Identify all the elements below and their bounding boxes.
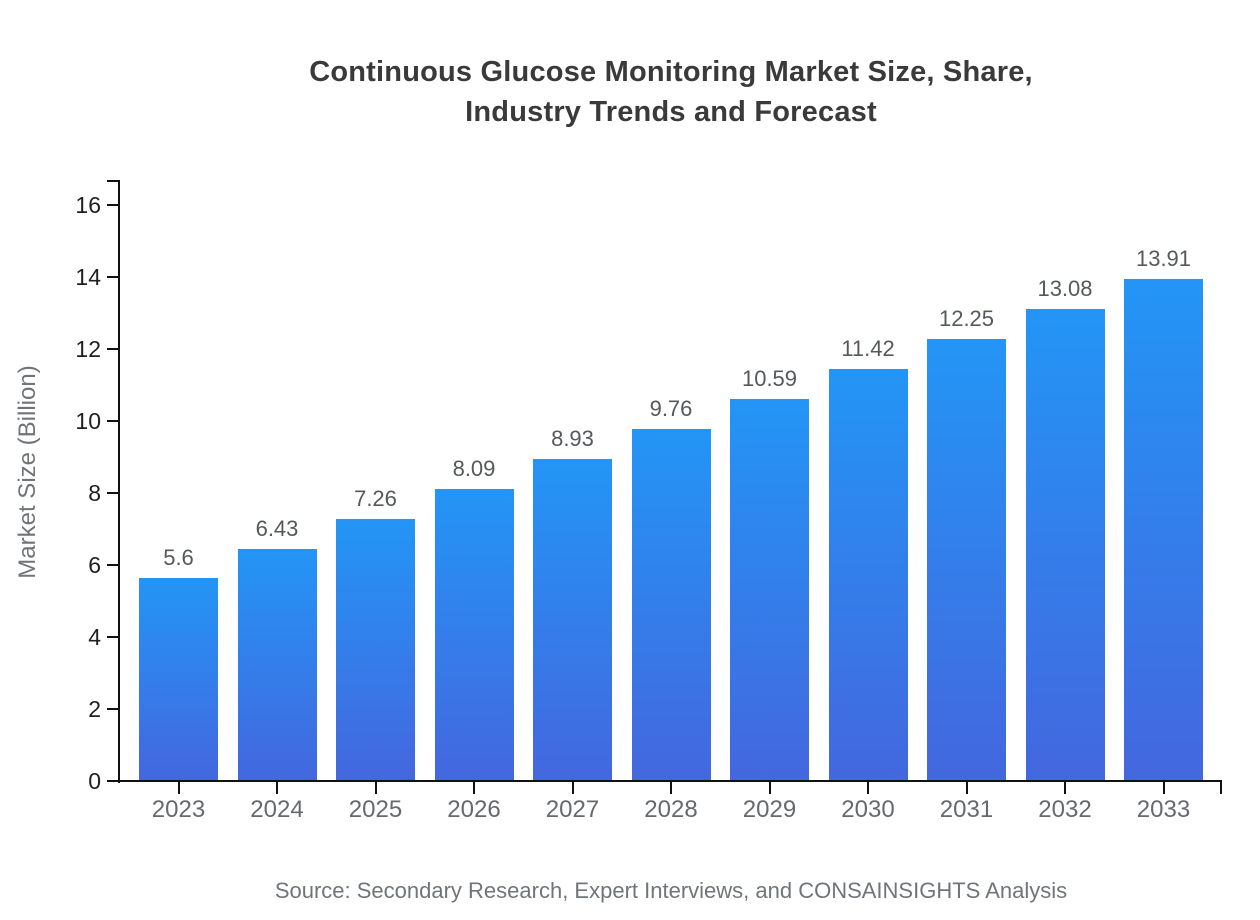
x-tick — [473, 782, 475, 794]
bar-value-label: 7.26 — [354, 485, 397, 511]
x-tick-label: 2027 — [545, 796, 600, 823]
y-tick — [107, 204, 118, 206]
x-tick-label: 2025 — [348, 796, 403, 823]
x-tick — [571, 782, 574, 794]
chart-title-line: Industry Trends and Forecast — [465, 96, 877, 128]
y-tick-label: 16 — [75, 192, 101, 218]
bar-2029 — [730, 398, 809, 780]
chart-title-line: Continuous Glucose Monitoring Market Siz… — [309, 56, 1033, 88]
bar-value-label: 12.25 — [938, 306, 995, 331]
bar-2031 — [927, 339, 1006, 780]
y-axis — [118, 180, 120, 783]
y-tick — [107, 708, 118, 710]
y-tick-label: 12 — [75, 336, 101, 362]
x-tick — [177, 782, 180, 794]
chart-title: Continuous Glucose Monitoring Market Siz… — [120, 52, 1222, 132]
x-tick-label: 2033 — [1136, 796, 1191, 823]
bar-value-label: 6.43 — [255, 515, 299, 541]
y-tick — [107, 420, 118, 422]
y-tick-label: 0 — [88, 768, 101, 794]
bar-value-label: 13.08 — [1037, 276, 1093, 302]
x-tick — [965, 782, 968, 794]
x-axis-end-tick — [1220, 782, 1222, 794]
x-tick-label: 2026 — [447, 796, 501, 823]
bar-value-label: 13.91 — [1135, 246, 1192, 272]
y-tick — [107, 564, 118, 566]
y-tick-label: 6 — [88, 552, 101, 578]
bar-2032 — [1025, 309, 1105, 780]
y-tick — [107, 780, 118, 782]
y-tick — [107, 636, 118, 638]
x-tick-label: 2032 — [1038, 796, 1092, 823]
bar-2026 — [434, 488, 514, 780]
y-tick — [107, 276, 118, 278]
y-axis-end-tick — [107, 180, 118, 182]
bar-value-label: 8.93 — [551, 425, 594, 451]
y-tick — [107, 492, 118, 494]
y-tick — [107, 348, 118, 350]
y-tick-label: 10 — [75, 408, 101, 434]
x-tick — [374, 782, 377, 794]
bar-value-label: 5.6 — [163, 545, 194, 571]
bar-2030 — [828, 368, 908, 780]
x-tick-label: 2023 — [151, 796, 206, 823]
x-tick-label: 2028 — [644, 796, 698, 823]
x-tick — [768, 782, 771, 794]
bar-2025 — [336, 518, 415, 780]
bar-value-label: 8.09 — [452, 455, 496, 481]
y-tick-label: 2 — [88, 696, 101, 722]
x-tick-label: 2024 — [250, 796, 304, 823]
x-axis — [118, 780, 1222, 782]
bar-2024 — [237, 548, 317, 780]
x-tick — [1064, 782, 1066, 794]
y-tick-label: 8 — [88, 480, 101, 506]
bar-2027 — [533, 458, 612, 780]
x-tick — [867, 782, 869, 794]
bar-value-label: 9.76 — [649, 395, 693, 421]
x-tick — [670, 782, 672, 794]
bar-2033 — [1124, 279, 1203, 780]
bar-2028 — [631, 428, 711, 780]
y-tick-label: 4 — [88, 624, 101, 650]
bar-value-label: 10.59 — [741, 365, 798, 391]
bar-2023 — [139, 578, 218, 780]
x-tick-label: 2031 — [939, 796, 994, 823]
x-tick — [276, 782, 278, 794]
x-tick — [1162, 782, 1165, 794]
x-tick-label: 2030 — [841, 796, 895, 823]
source-note: Source: Secondary Research, Expert Inter… — [274, 878, 1068, 903]
x-tick-label: 2029 — [742, 796, 797, 823]
y-tick-label: 14 — [75, 264, 101, 290]
bar-value-label: 11.42 — [841, 335, 895, 361]
